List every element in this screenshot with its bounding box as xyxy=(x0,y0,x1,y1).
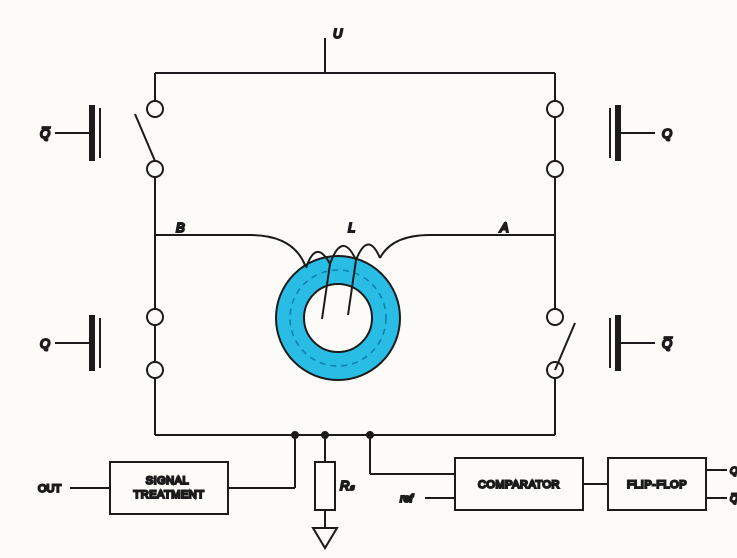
label-ff-qbar: Q̅ xyxy=(730,493,737,505)
label-q-bl: Q xyxy=(40,336,50,351)
label-q-tr: Q xyxy=(662,126,672,141)
switch-bl-bot-node xyxy=(147,362,163,378)
label-l: L xyxy=(348,220,355,235)
label-qbar-br: Q̅ xyxy=(662,336,672,351)
label-u: U xyxy=(333,26,343,41)
flip-flop-label: FLIP-FLOP xyxy=(627,479,687,491)
winding-3 xyxy=(356,244,380,260)
label-ff-q: Q xyxy=(730,466,737,477)
label-out: OUT xyxy=(38,483,62,495)
node-bottom-left xyxy=(292,432,298,438)
switch-tl-bot-node xyxy=(147,161,163,177)
label-rs: Rₛ xyxy=(340,478,354,493)
switch-tr-top-node xyxy=(547,101,563,117)
fluxgate-schematic: U Q̅ Q Q xyxy=(0,0,737,558)
wire-a-to-coil xyxy=(380,235,555,258)
comparator-label: COMPARATOR xyxy=(478,479,560,491)
wire-b-to-coil xyxy=(155,235,306,268)
label-a: A xyxy=(499,220,509,235)
rs-body xyxy=(315,462,335,510)
toroid-core xyxy=(276,256,400,380)
label-ref: ref xyxy=(400,493,414,505)
ground-symbol xyxy=(313,528,337,548)
switch-tl-top-node xyxy=(147,101,163,117)
switch-tr-bot-node xyxy=(547,161,563,177)
switch-tl-arm xyxy=(135,114,155,161)
switch-bl-top-node xyxy=(147,309,163,325)
signal-treatment-block xyxy=(110,462,228,514)
node-bottom-mid xyxy=(322,432,328,438)
label-qbar-tl: Q̅ xyxy=(40,126,50,141)
label-b: B xyxy=(176,220,185,235)
switch-br-top-node xyxy=(547,309,563,325)
